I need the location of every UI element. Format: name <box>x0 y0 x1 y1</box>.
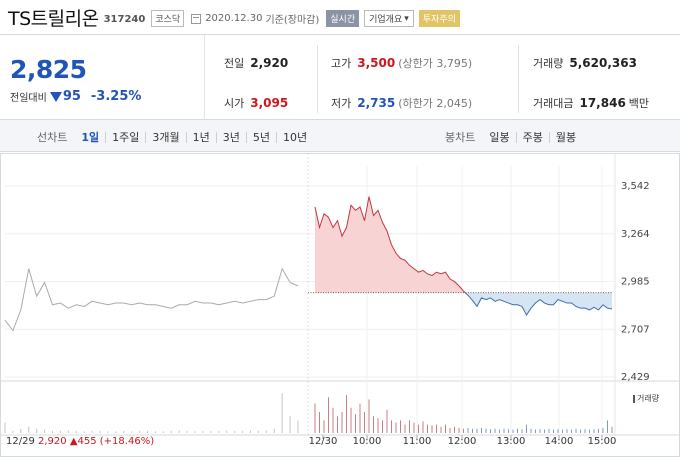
change-value: 95 <box>62 89 81 104</box>
volume-value: 5,620,363 <box>569 56 637 70</box>
tab-line-period-4[interactable]: 3년 <box>215 131 246 143</box>
prev-day-line <box>4 267 299 332</box>
y-tick-label: 3,264 <box>621 229 650 240</box>
open-value: 3,095 <box>250 96 289 110</box>
stock-header: TS트릴리온 317240 코스닥 2020.12.30 기준(장마감) 실시간… <box>0 0 680 34</box>
divider <box>317 45 318 113</box>
y-tick-label: 2,985 <box>621 277 650 288</box>
line-chart-tabs: 선차트 1일 1주일 3개월 1년 3년 5년 10년 <box>37 129 313 145</box>
high-cell: 고가 3,500 (상한가 3,795) <box>331 55 472 71</box>
change-label: 전일대비 <box>10 93 47 104</box>
high-value: 3,500 <box>357 56 396 70</box>
change-rate: -3.25% <box>90 89 142 104</box>
open-label: 시가 <box>224 97 245 110</box>
down-area <box>465 292 612 316</box>
prev-day-date: 12/29 <box>6 436 38 447</box>
tab-line-period-5[interactable]: 5년 <box>245 131 276 143</box>
x-tick-label: 10:00 <box>353 436 382 447</box>
prev-close-value: 2,920 <box>250 56 289 70</box>
prev-close-cell: 전일 2,920 <box>224 55 288 71</box>
quote-basis: 기준(장마감) <box>265 15 320 26</box>
up-line <box>314 196 466 294</box>
tab-line-period-2[interactable]: 3개월 <box>145 131 185 143</box>
y-tick-label: 2,429 <box>621 372 650 383</box>
x-tick-label: 12:00 <box>448 436 477 447</box>
amount-label: 거래대금 <box>533 97 574 110</box>
current-price-panel: 2,825 전일대비 95 -3.25% <box>0 35 205 120</box>
prev-day-close: 2,920 <box>38 436 70 447</box>
prev-day-rate: (+18.46%) <box>100 436 154 447</box>
tab-line-period-0[interactable]: 1일 <box>81 130 100 144</box>
x-tick-label: 15:00 <box>588 436 617 447</box>
up-area <box>315 196 466 293</box>
tab-candle-period-2[interactable]: 월봉 <box>548 131 582 143</box>
line-chart-label: 선차트 <box>37 131 68 144</box>
tab-candle-period-1[interactable]: 주봉 <box>515 131 549 143</box>
x-tick-label: 13:00 <box>497 436 526 447</box>
company-overview-dropdown[interactable]: 기업개요 ▾ <box>364 10 414 27</box>
tab-candle-period-0[interactable]: 일봉 <box>489 130 510 144</box>
open-cell: 시가 3,095 <box>224 95 288 111</box>
low-label: 저가 <box>331 97 352 110</box>
candle-chart-tabs: 봉차트 일봉 주봉 월봉 <box>445 129 582 145</box>
x-tick-label: 11:00 <box>403 436 432 447</box>
amount-value: 17,846 <box>579 96 626 110</box>
price-chart[interactable]: 3,542 3,264 2,985 2,707 2,429 12/30 10:00 11:00… <box>0 153 680 457</box>
x-tick-label: 12/30 <box>309 436 338 447</box>
y-tick-label: 2,707 <box>621 324 650 335</box>
chart-tab-bar: 선차트 1일 1주일 3개월 1년 3년 5년 10년 봉차트 일봉 주봉 월봉 <box>0 120 680 152</box>
prev-day-change: ▲455 <box>70 436 100 447</box>
volume-label: 거래량 <box>533 57 564 70</box>
down-line <box>464 292 613 317</box>
x-tick-label: 14:00 <box>545 436 574 447</box>
tab-line-period-6[interactable]: 10년 <box>276 131 313 143</box>
low-cell: 저가 2,735 (하한가 2,045) <box>331 95 472 111</box>
quote-date: 2020.12.30 <box>205 13 263 24</box>
price-summary: 2,825 전일대비 95 -3.25% 전일 2,920 시가 3,095 고… <box>0 34 680 120</box>
upper-limit: (상한가 3,795) <box>398 57 473 70</box>
volume-cell: 거래량 5,620,363 <box>533 55 637 71</box>
low-value: 2,735 <box>357 96 396 110</box>
y-tick-label: 3,542 <box>621 181 650 192</box>
realtime-button[interactable]: 실시간 <box>326 10 360 27</box>
down-triangle-icon <box>49 91 62 102</box>
stock-code: 317240 <box>103 13 146 25</box>
change-row: 전일대비 95 -3.25% <box>10 89 141 104</box>
volume-legend: 거래량 <box>633 393 659 404</box>
lower-limit: (하한가 2,045) <box>398 97 473 110</box>
prev-day-summary: 12/29 2,920 ▲455 (+18.46%) <box>6 436 154 447</box>
chevron-down-icon: ▾ <box>404 13 409 24</box>
high-label: 고가 <box>331 57 352 70</box>
calendar-icon <box>191 13 202 24</box>
current-price: 2,825 <box>10 55 87 84</box>
volume-legend-label: 거래량 <box>637 394 660 403</box>
company-overview-label: 기업개요 <box>369 15 403 25</box>
stock-name: TS트릴리온 <box>8 7 99 30</box>
volume-legend-icon <box>633 394 635 403</box>
market-badge: 코스닥 <box>151 10 185 27</box>
amount-unit: 백만 <box>628 97 650 110</box>
tab-line-period-1[interactable]: 1주일 <box>105 131 145 143</box>
price-chart-svg[interactable]: 3,542 3,264 2,985 2,707 2,429 12/30 10:00 11:00… <box>0 153 680 457</box>
tab-line-period-3[interactable]: 1년 <box>185 131 216 143</box>
candle-chart-label: 봉차트 <box>445 131 476 144</box>
investment-warning-badge[interactable]: 투자주의 <box>418 10 460 27</box>
amount-cell: 거래대금 17,846 백만 <box>533 95 649 111</box>
divider <box>518 45 519 113</box>
prev-close-label: 전일 <box>224 57 245 70</box>
